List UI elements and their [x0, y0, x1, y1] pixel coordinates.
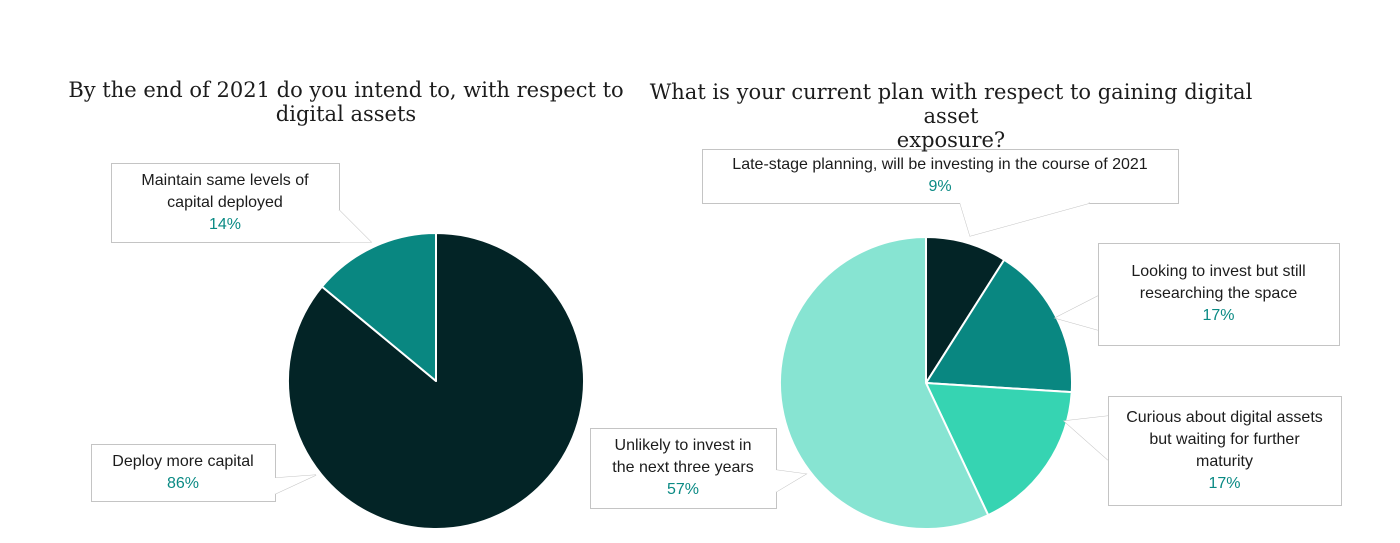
slice-label-line: Late-stage planning, will be investing i…	[732, 154, 1147, 176]
chart-title-line: By the end of 2021 do you intend to, wit…	[26, 78, 666, 102]
slice-label: Curious about digital assets but waiting …	[1108, 396, 1341, 505]
slice-label-line: maturity	[1196, 451, 1253, 473]
chart-title: What is your current plan with respect t…	[621, 80, 1281, 152]
slice-label: Maintain same levels of capital deployed 1…	[111, 163, 339, 242]
slice-label-line: Curious about digital assets	[1126, 407, 1323, 429]
chart-title-line: digital assets	[26, 102, 666, 126]
slice-label: Late-stage planning, will be investing i…	[702, 149, 1178, 203]
callout-pointer-fill	[1064, 416, 1108, 460]
slice-label: Looking to invest but still researching t…	[1098, 243, 1339, 345]
slice-label-line: Maintain same levels of	[141, 170, 308, 192]
slice-label-line: Deploy more capital	[112, 451, 253, 473]
slice-label-line: researching the space	[1140, 283, 1297, 305]
slice-value-label: 57%	[667, 479, 699, 501]
callout-pointer-fill	[960, 203, 1090, 236]
slice-value-label: 14%	[209, 214, 241, 236]
slice-label: Unlikely to invest in the next three year…	[590, 428, 776, 508]
slice-value-label: 17%	[1208, 473, 1240, 495]
callout-pointer-fill	[1055, 296, 1098, 330]
slice-label-line: the next three years	[612, 457, 753, 479]
slice-label: Deploy more capital 86%	[91, 444, 275, 501]
slice-label-line: Unlikely to invest in	[615, 435, 752, 457]
callout-pointer-fill	[337, 210, 371, 242]
slice-label-line: but waiting for further	[1149, 429, 1299, 451]
slice-value-label: 86%	[167, 473, 199, 495]
chart-title: By the end of 2021 do you intend to, wit…	[26, 78, 666, 126]
chart-title-line: What is your current plan with respect t…	[621, 80, 1281, 128]
slice-label-line: capital deployed	[167, 192, 283, 214]
slice-label-line: Looking to invest but still	[1131, 261, 1305, 283]
slice-value-label: 9%	[928, 176, 951, 198]
slice-value-label: 17%	[1202, 305, 1234, 327]
